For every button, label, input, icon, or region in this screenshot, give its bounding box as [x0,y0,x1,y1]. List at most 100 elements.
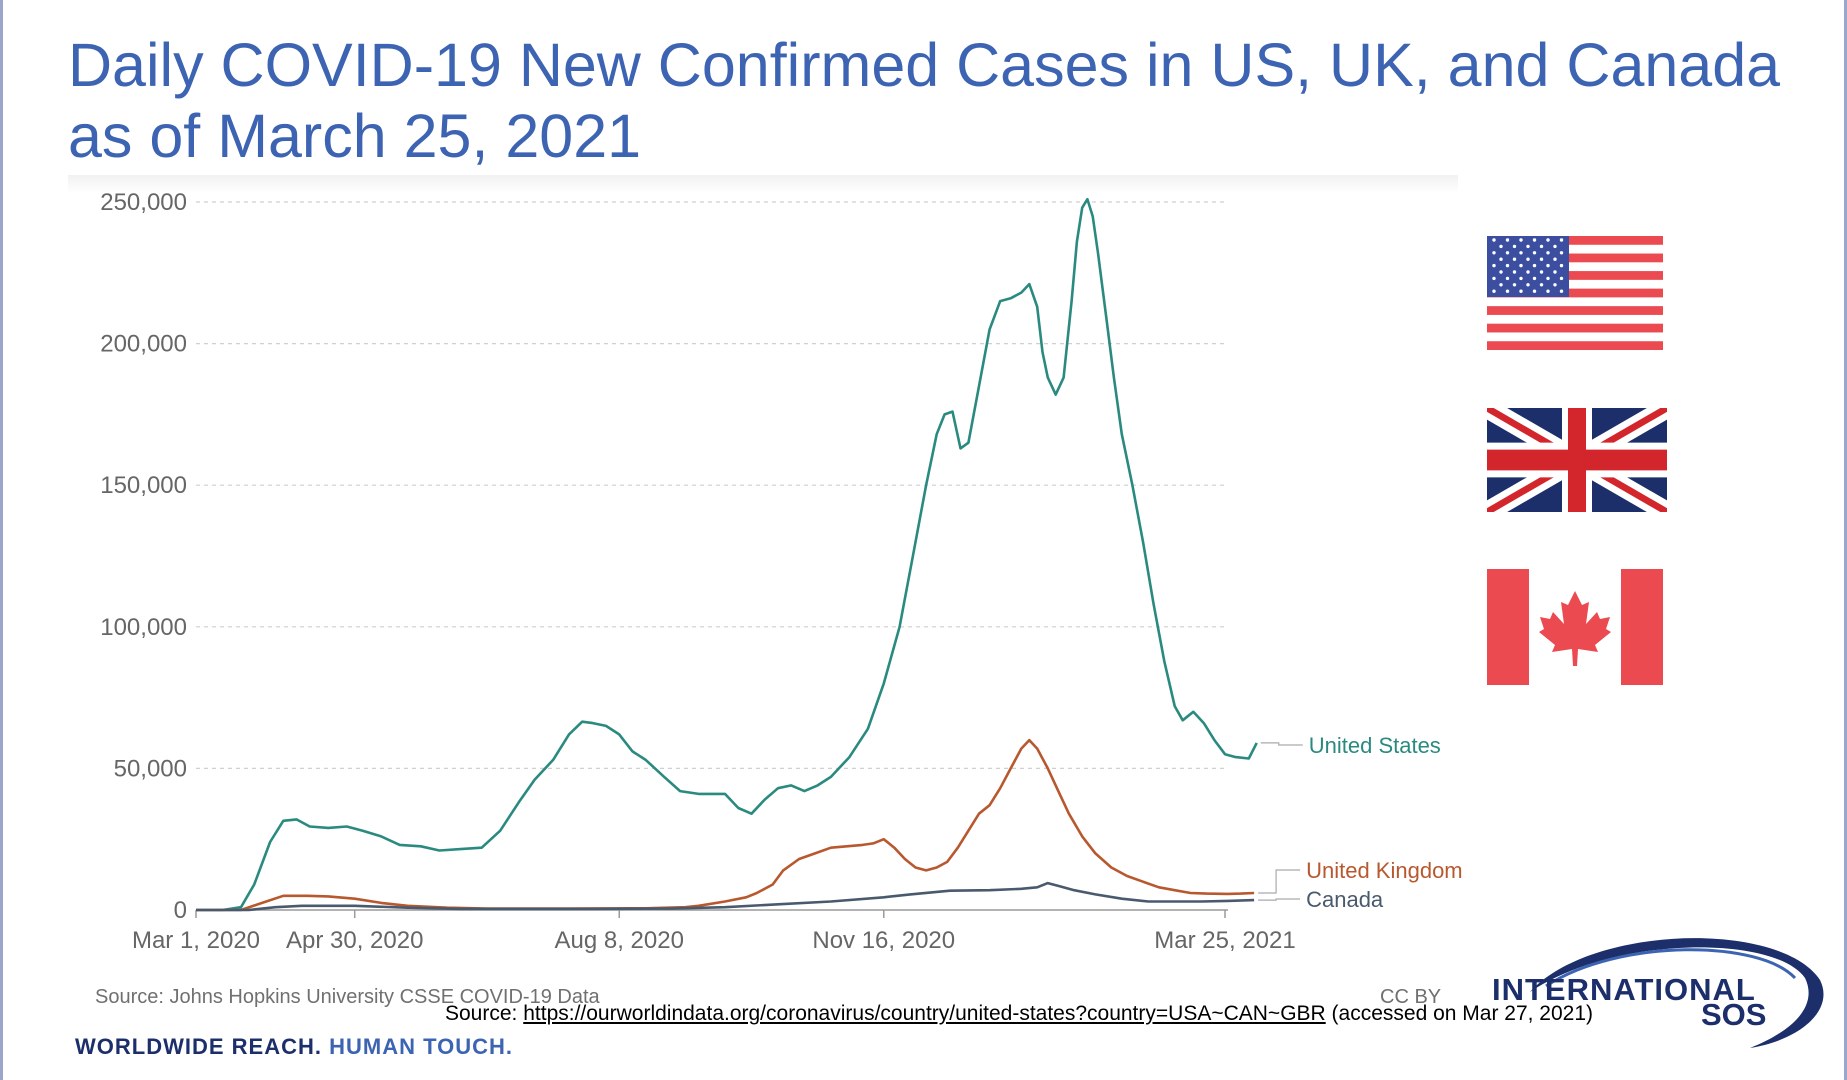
us-flag-star [1512,244,1517,249]
us-flag-star [1505,276,1510,281]
us-flag-star [1499,270,1503,274]
us-flag-star [1499,244,1503,249]
y-tick-label: 0 [174,897,187,924]
logo-line-2: SOS [1701,997,1767,1032]
series-label: Canada [1306,887,1384,912]
title-line-2: as of March 25, 2021 [68,102,642,170]
series-label: United Kingdom [1306,858,1463,883]
series-label-leader [1258,869,1301,894]
series-labels: United States United Kingdom Canada [1258,733,1463,912]
footer-source-suffix: (accessed on Mar 27, 2021) [1325,1002,1594,1025]
international-sos-logo-swoosh [1530,938,1824,1048]
us-flag-star [1505,238,1510,242]
us-flag-star [1519,263,1523,268]
us-flag-star [1526,270,1530,274]
series-line-united-kingdom [196,738,1255,912]
us-flag-star [1519,289,1523,293]
us-flag-star [1553,283,1557,287]
us-flag-star [1505,251,1510,255]
us-flag-star [1553,257,1557,261]
footer-source: Source: https://ourworldindata.org/coron… [445,1002,1593,1026]
us-flag-star [1519,276,1523,281]
series-lines [196,197,1258,912]
us-flag-star [1532,238,1537,242]
us-flag-stripe [1487,244,1663,254]
canada-flag-icon [1487,569,1663,685]
us-flag-star [1539,283,1544,287]
us-flag-star [1539,244,1544,249]
grid-lines [196,201,1228,770]
us-flag-star [1532,289,1537,293]
us-flag-star [1499,257,1503,261]
us-flag-stripe [1487,253,1663,263]
maple-leaf-icon [1539,591,1611,666]
chart-license-text: CC BY [1380,986,1441,1008]
us-flag-star [1532,263,1537,268]
us-flag-star [1532,276,1537,281]
us-flag-star [1559,238,1564,242]
x-tick-label: Aug 8, 2020 [555,927,684,954]
us-flag-star [1553,270,1557,274]
slide-title: Daily COVID-19 New Confirmed Cases in US… [68,30,1781,172]
us-flag-stripe [1487,288,1663,298]
us-flag-star [1505,263,1510,268]
us-flag-stripe [1487,236,1663,246]
us-flag-star [1499,283,1503,287]
us-flag-star [1546,263,1550,268]
us-flag-star [1546,276,1550,281]
us-flag-stripe [1487,323,1663,333]
series-label-leader [1258,898,1301,901]
us-flag-star [1492,238,1496,242]
logo-line-1: INTERNATIONAL [1492,972,1756,1007]
us-flag-star [1539,270,1544,274]
y-tick-label: 100,000 [100,614,187,641]
y-tick-label: 250,000 [100,189,187,216]
us-flag-stripe [1487,279,1663,289]
us-flag-star [1519,238,1523,242]
us-flag-stripe [1487,341,1663,350]
y-tick-label: 200,000 [100,331,187,358]
series-label-leader [1260,742,1303,746]
series-line-united-states [196,197,1258,912]
x-tick-label: Mar 1, 2020 [132,927,260,954]
us-flag-star [1526,244,1530,249]
us-flag-star [1559,263,1564,268]
us-flag-star [1492,251,1496,255]
axes: 0 50,000 100,000 150,000 200,000 250,000 Mar 1… [100,189,1295,954]
us-flag-star [1519,251,1523,255]
us-flag-star [1559,289,1564,293]
footer-source-prefix: Source: [445,1002,524,1025]
y-tick-label: 50,000 [114,755,187,782]
us-flag-star [1546,289,1550,293]
tagline: WORLDWIDE REACH. HUMAN TOUCH. [75,1034,513,1060]
x-tick-label: Nov 16, 2020 [812,927,955,954]
us-flag-star [1539,257,1544,261]
footer-source-link[interactable]: https://ourworldindata.org/coronavirus/c… [523,1002,1326,1025]
us-flag-stripe [1487,314,1663,324]
us-flag-star [1512,283,1517,287]
us-flag-star [1553,244,1557,249]
chart-source-text: Source: Johns Hopkins University CSSE CO… [95,986,601,1008]
x-tick-label: Apr 30, 2020 [286,927,423,954]
us-flag-star [1546,238,1550,242]
us-flag-star [1526,283,1530,287]
us-flag-star [1532,251,1537,255]
title-line-1: Daily COVID-19 New Confirmed Cases in US… [68,31,1781,99]
us-flag-stripe [1487,297,1663,307]
us-flag-stripe [1487,332,1663,342]
us-flag-stripe [1487,306,1663,316]
series-line-canada [196,881,1255,912]
series-label: United States [1309,733,1441,758]
us-flag-star [1526,257,1530,261]
us-flag-star [1492,289,1496,293]
us-flag-star [1512,270,1517,274]
us-flag-star [1559,276,1564,281]
us-flag-star [1546,251,1550,255]
us-flag-star [1559,251,1564,255]
us-flag-star [1492,276,1496,281]
us-flag-star [1505,289,1510,293]
uk-flag-icon [1487,408,1667,512]
us-flag-star [1512,257,1517,261]
